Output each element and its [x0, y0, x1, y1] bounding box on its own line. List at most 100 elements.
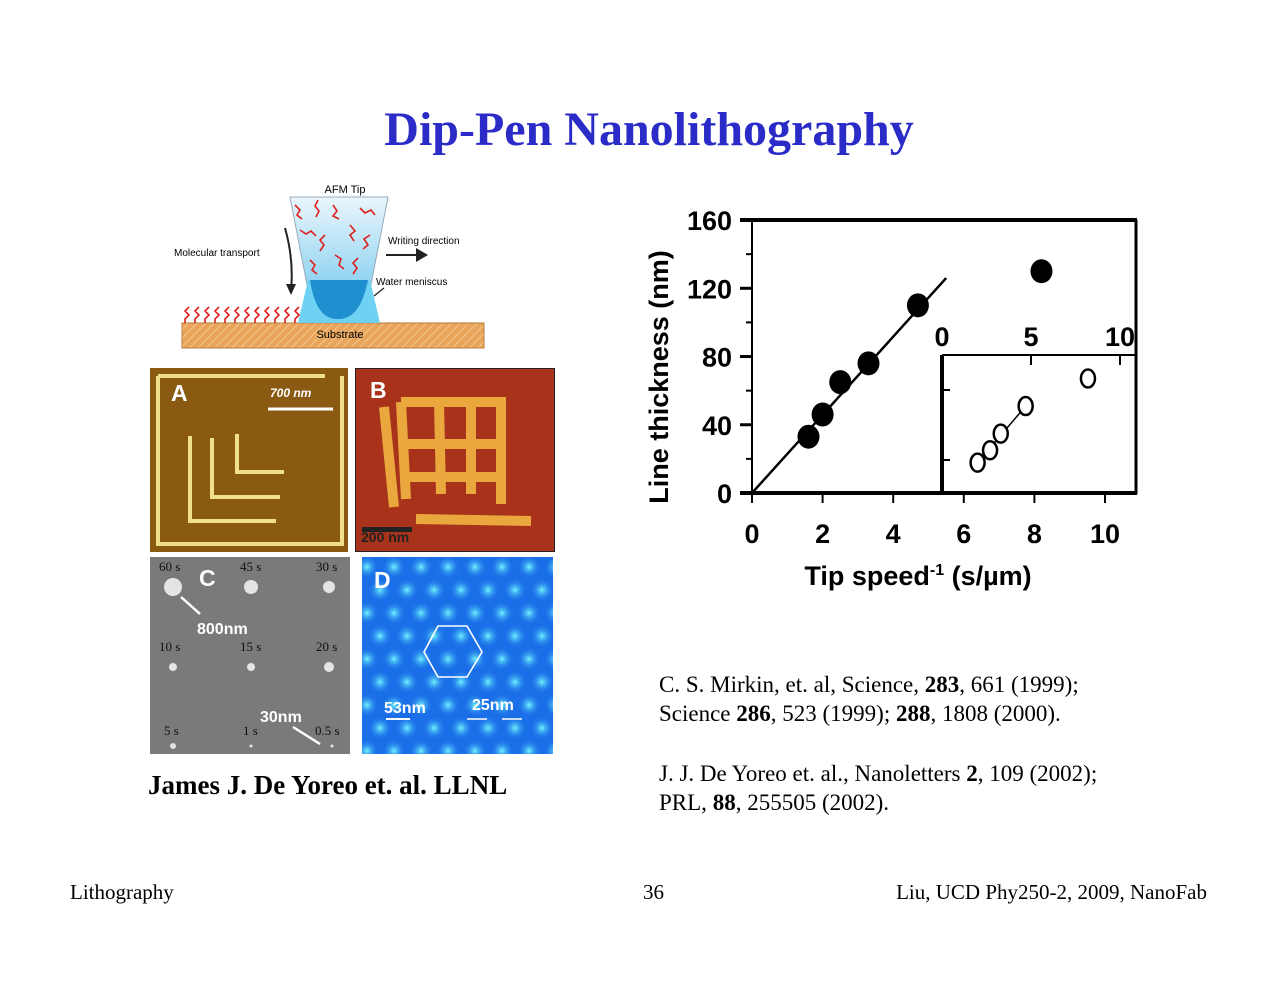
lattice-dot — [436, 557, 460, 579]
substrate — [181, 322, 485, 349]
panel-b-image: B 200 nm — [355, 368, 555, 552]
lattice-dot — [362, 693, 379, 717]
lattice-dot — [463, 739, 487, 754]
lattice-dot — [368, 578, 392, 602]
lattice-dot — [517, 739, 541, 754]
panel-c-image: 60 s 45 s 30 s 10 s 15 s 20 s 5 s 1 s 0.… — [150, 557, 350, 754]
lattice-dot — [463, 601, 487, 625]
lattice-dot — [544, 693, 553, 717]
lattice-dot — [449, 578, 473, 602]
meniscus-label: Water meniscus — [376, 277, 447, 288]
lattice-dot — [362, 647, 379, 671]
footer-course: Liu, UCD Phy250-2, 2009, NanoFab — [896, 880, 1207, 904]
data-point — [857, 351, 880, 376]
panel-a-scale: 700 nm — [270, 386, 312, 400]
panel-b-scale: 200 nm — [361, 529, 410, 545]
data-point — [829, 370, 852, 395]
lattice-dot — [517, 647, 541, 671]
lattice-dot — [436, 739, 460, 754]
x-tick-label: 6 — [956, 519, 971, 549]
lattice-dot — [436, 647, 460, 671]
lattice-dot — [368, 670, 392, 694]
x-axis-label-unit: (s/µm) — [944, 561, 1032, 591]
x-axis-label: Tip speed-1 (s/µm) — [804, 561, 1031, 591]
lattice-dot — [476, 716, 500, 740]
lattice-dot — [422, 578, 446, 602]
ref-text: , 1808 (2000). — [930, 701, 1061, 726]
lattice-dot — [395, 670, 419, 694]
ref-volume: 288 — [895, 701, 931, 726]
lattice-dot — [409, 647, 433, 671]
lattice-dot — [395, 716, 419, 740]
lattice-dot — [517, 693, 541, 717]
lattice-dot — [409, 557, 433, 579]
ref-text: , 661 (1999); — [959, 672, 1079, 697]
inset-data-point — [981, 439, 999, 461]
panel-d-letter: D — [374, 567, 391, 593]
ref-text: , 109 (2002); — [977, 761, 1098, 786]
time-label: 10 s — [159, 639, 181, 654]
slide-title: Dip-Pen Nanolithography — [384, 103, 914, 156]
ref-text: , 255505 (2002). — [735, 790, 890, 815]
lattice-dot — [436, 693, 460, 717]
tip-label: AFM Tip — [325, 184, 366, 196]
lattice-dot — [490, 647, 514, 671]
dot-size-large: 800nm — [197, 621, 248, 638]
dpn-schematic: AFM Tip Molecular transport Writing dire… — [174, 184, 485, 349]
lattice-dot — [463, 557, 487, 579]
lattice-dot — [476, 578, 500, 602]
ref-volume: 88 — [712, 790, 736, 815]
inset-background — [942, 355, 1136, 493]
y-tick-label: 40 — [702, 411, 732, 441]
lattice-dot — [490, 601, 514, 625]
inset-data-point — [1079, 368, 1097, 389]
ref-text: C. S. Mirkin, et. al, Science, — [659, 672, 925, 697]
data-point — [797, 424, 820, 449]
substrate-label: Substrate — [316, 329, 363, 341]
x-tick-label: 8 — [1027, 519, 1042, 549]
lattice-dot — [503, 624, 527, 648]
ref-text: , 523 (1999); — [770, 701, 896, 726]
y-tick-label: 160 — [687, 206, 732, 236]
time-label: 15 s — [240, 639, 262, 654]
ref-text: J. J. De Yoreo et. al., Nanoletters — [659, 761, 967, 786]
reference-deyoreo: J. J. De Yoreo et. al., Nanoletters 2, 1… — [659, 759, 1097, 817]
x-tick-label: 2 — [815, 519, 830, 549]
lattice-dot — [395, 578, 419, 602]
lattice-dot — [530, 716, 553, 740]
ink-monolayer — [183, 306, 301, 323]
x-tick-label: 4 — [886, 519, 901, 549]
ref-volume: 283 — [924, 672, 960, 697]
inset-x-tick-label: 5 — [1023, 322, 1038, 352]
lattice-dot — [368, 716, 392, 740]
lattice-dot — [517, 557, 541, 579]
tip-apex — [310, 280, 368, 320]
x-axis-label-main: Tip speed — [804, 561, 930, 591]
lattice-dot — [422, 670, 446, 694]
lattice-dot — [544, 601, 553, 625]
lattice-dot — [544, 647, 553, 671]
dot-width-label: 25nm — [472, 697, 514, 714]
transport-label: Molecular transport — [174, 248, 260, 259]
lattice-dot — [476, 624, 500, 648]
time-label: 45 s — [240, 559, 262, 574]
data-point — [1030, 259, 1053, 284]
lattice-dot — [490, 693, 514, 717]
lattice-dot — [422, 624, 446, 648]
lattice-dot — [517, 601, 541, 625]
ref-text: Science — [659, 701, 737, 726]
panel-a-letter: A — [171, 380, 188, 406]
data-point — [811, 402, 834, 427]
lattice-dot — [382, 693, 406, 717]
time-label: 30 s — [316, 559, 338, 574]
lattice-dot — [382, 557, 406, 579]
lattice-dot — [530, 578, 553, 602]
ref-volume: 286 — [736, 701, 771, 726]
lattice-dot — [409, 601, 433, 625]
lattice-dot — [362, 557, 379, 579]
panel-a-image: A 700 nm — [150, 368, 348, 552]
dot-size-small: 30nm — [260, 709, 302, 726]
data-point — [906, 293, 929, 318]
lattice-dot — [503, 716, 527, 740]
